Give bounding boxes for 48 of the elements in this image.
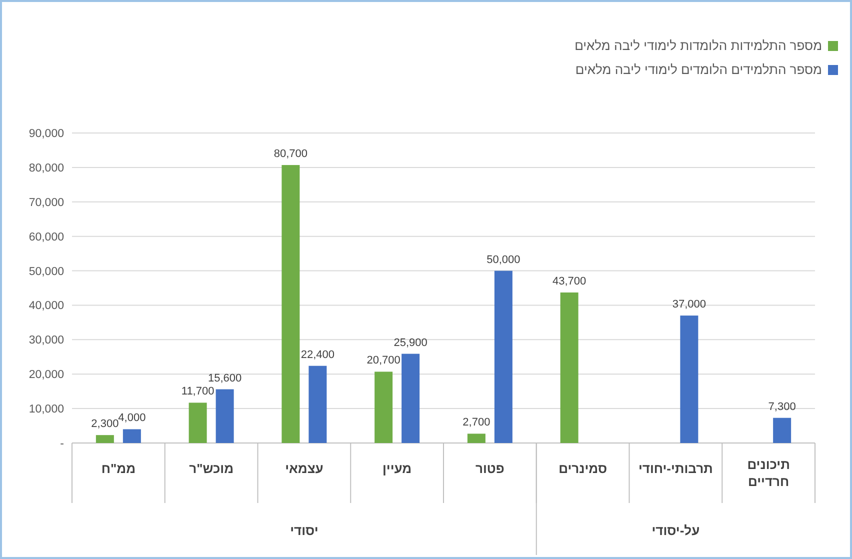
- data-label: 11,700: [181, 386, 214, 398]
- y-tick-label: 20,000: [28, 369, 64, 382]
- text: יסודי: [290, 523, 318, 538]
- data-label: 22,400: [300, 348, 335, 361]
- bar: [560, 292, 578, 443]
- bar: [494, 270, 512, 443]
- bar: [467, 434, 486, 443]
- y-tick-label: 90,000: [28, 128, 64, 140]
- bar: [96, 435, 114, 443]
- y-tick-label: 70,000: [28, 196, 64, 209]
- data-label: 25,900: [394, 336, 428, 349]
- x-tick-label: עצמאי: [285, 461, 324, 476]
- data-label: 2,700: [462, 416, 490, 429]
- data-label: 43,700: [552, 275, 586, 288]
- bar: [773, 418, 792, 443]
- x-tick-label: מעיין: [382, 461, 412, 476]
- bar: [374, 372, 393, 443]
- legend-label: מספר התלמידים הלומדים לימודי ליבה מלאים: [575, 62, 822, 77]
- data-label: 4,000: [118, 412, 146, 424]
- x-tick-label: פטור: [476, 461, 504, 476]
- x-tick-label: תרבותי-יחודי: [638, 461, 713, 476]
- data-label: 80,700: [274, 148, 308, 160]
- bar: [188, 402, 207, 443]
- legend-label: מספר התלמידות הלומדות לימודי ליבה מלאים: [574, 38, 822, 53]
- bar: [680, 316, 698, 443]
- y-tick-label: 50,000: [28, 266, 64, 278]
- data-label: 7,300: [768, 400, 796, 413]
- data-label: 37,000: [672, 298, 706, 311]
- text: על-יסודי: [652, 523, 700, 538]
- y-tick-label: 40,000: [28, 300, 64, 312]
- y-tick-label: 30,000: [28, 334, 64, 347]
- bar: [216, 389, 234, 443]
- x-tick-label: ממ"ח: [101, 461, 136, 476]
- x-tick-label: סמינרים: [558, 461, 608, 476]
- y-tick-label: 10,000: [28, 404, 64, 416]
- y-tick-label: 60,000: [28, 231, 64, 244]
- x-tick-label: מוכש"ר: [189, 461, 234, 476]
- data-label: 15,600: [208, 372, 242, 384]
- y-tick-label: 80,000: [28, 162, 64, 174]
- data-label: 2,300: [91, 418, 119, 430]
- bar: [308, 366, 327, 443]
- x-tick-label: תיכונים חרדיים: [747, 457, 790, 489]
- y-tick-label: -: [60, 438, 64, 450]
- bar: [282, 165, 300, 443]
- data-label: 50,000: [486, 254, 520, 266]
- bar: [122, 429, 141, 443]
- bar: [402, 354, 420, 443]
- data-label: 20,700: [366, 354, 400, 367]
